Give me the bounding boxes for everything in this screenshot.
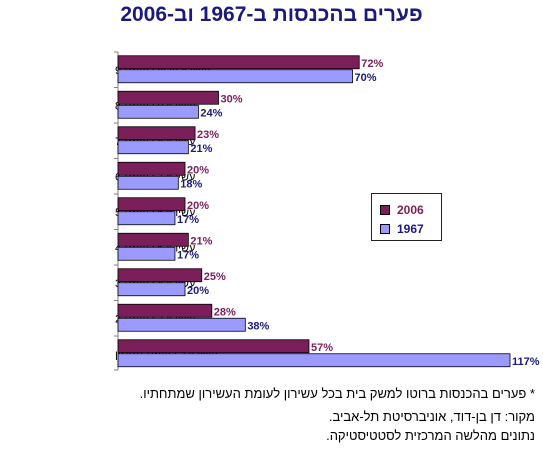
source-line: מקור: דן בן-דוד, אוניברסיטת תל-אביב. bbox=[328, 409, 535, 424]
bar-1967 bbox=[117, 104, 199, 119]
legend-swatch-2006 bbox=[380, 205, 390, 215]
data-label-2006: 23% bbox=[197, 129, 219, 141]
bar-1967 bbox=[117, 69, 353, 84]
bar-2006 bbox=[117, 197, 186, 212]
data-label-2006: 57% bbox=[311, 342, 333, 354]
bar-2006 bbox=[117, 126, 196, 141]
legend-item-1967: 1967 bbox=[380, 222, 424, 236]
bar-1967 bbox=[117, 211, 176, 226]
bar-2006 bbox=[117, 232, 189, 247]
data-label-1967: 18% bbox=[180, 178, 202, 190]
data-label-1967: 38% bbox=[247, 320, 269, 332]
bar-1967 bbox=[117, 353, 511, 368]
source-line: נתונים מהלשה המרכזית לסטטיסטיקה. bbox=[326, 428, 535, 443]
data-label-1967: 117% bbox=[512, 356, 540, 368]
legend-swatch-1967 bbox=[380, 224, 390, 234]
data-label-1967: 24% bbox=[200, 107, 222, 119]
data-label-1967: 70% bbox=[355, 72, 377, 84]
data-label-1967: 21% bbox=[190, 143, 212, 155]
data-label-2006: 20% bbox=[187, 200, 209, 212]
bar-1967 bbox=[117, 282, 186, 297]
data-label-1967: 17% bbox=[177, 214, 199, 226]
data-label-2006: 20% bbox=[187, 164, 209, 176]
data-label-2006: 25% bbox=[204, 271, 226, 283]
data-label-1967: 20% bbox=[187, 285, 209, 297]
bar-chart: עשירון עליון לעומת 972%70%עשירון 9 לעומת… bbox=[114, 51, 540, 371]
legend-item-2006: 2006 bbox=[380, 203, 424, 217]
footnote: * פערים בהכנסות ברוטו למשק בית בכל עשירו… bbox=[139, 386, 535, 401]
chart-title: פערים בהכנסות ב-1967 וב-2006 bbox=[120, 3, 423, 26]
bar-2006 bbox=[117, 55, 360, 70]
bar-1967 bbox=[117, 140, 189, 155]
legend: 2006 1967 bbox=[371, 193, 442, 241]
bar-2006 bbox=[117, 90, 219, 105]
data-label-2006: 30% bbox=[221, 93, 243, 105]
bar-2006 bbox=[117, 303, 213, 318]
data-label-2006: 72% bbox=[361, 58, 383, 70]
bar-1967 bbox=[117, 246, 176, 261]
legend-label-2006: 2006 bbox=[397, 203, 424, 217]
bar-1967 bbox=[117, 175, 179, 190]
bar-1967 bbox=[117, 317, 246, 332]
data-label-2006: 28% bbox=[214, 306, 236, 318]
legend-label-1967: 1967 bbox=[397, 222, 424, 236]
data-label-1967: 17% bbox=[177, 249, 199, 261]
data-label-2006: 21% bbox=[190, 235, 212, 247]
bar-2006 bbox=[117, 161, 186, 176]
bar-2006 bbox=[117, 268, 203, 283]
bar-2006 bbox=[117, 339, 310, 354]
